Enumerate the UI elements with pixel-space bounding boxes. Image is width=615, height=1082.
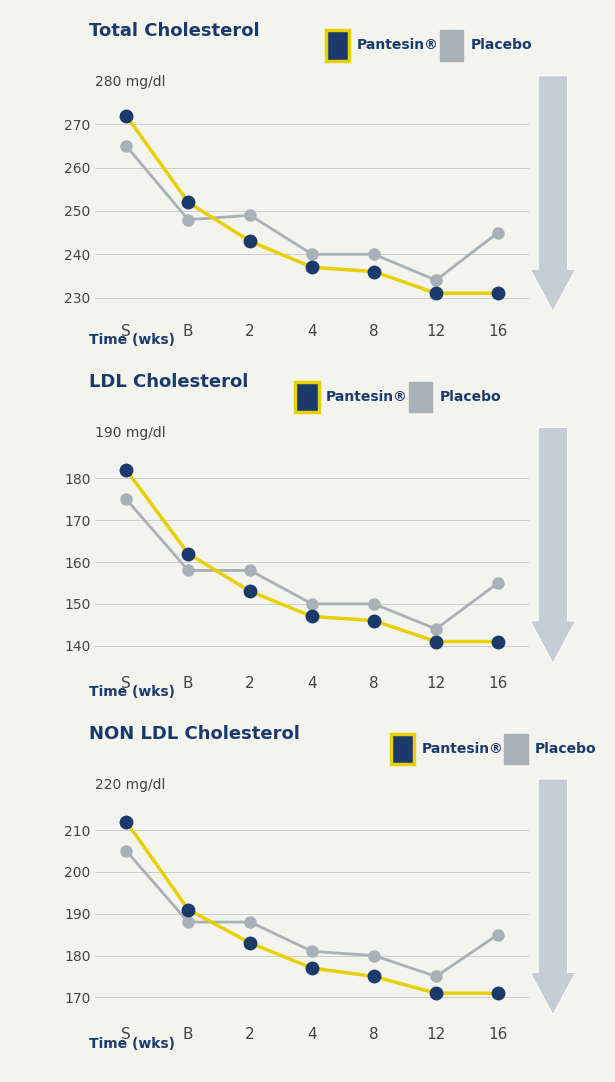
Text: Total Cholesterol: Total Cholesterol [89, 22, 260, 40]
Text: NON LDL Cholesterol: NON LDL Cholesterol [89, 725, 300, 743]
Text: 6% Average Decrease: 6% Average Decrease [551, 115, 561, 251]
Text: Time (wks): Time (wks) [89, 1037, 175, 1051]
Text: Time (wks): Time (wks) [89, 333, 175, 347]
Text: Placebo: Placebo [440, 391, 501, 404]
Text: 190 mg/dl: 190 mg/dl [95, 426, 166, 440]
Text: 7% Average Decrease: 7% Average Decrease [551, 818, 561, 954]
Text: LDL Cholesterol: LDL Cholesterol [89, 373, 248, 392]
Text: Pantesin®: Pantesin® [421, 742, 503, 755]
Text: Placebo: Placebo [470, 39, 532, 52]
Text: Time (wks): Time (wks) [89, 685, 175, 699]
Text: 280 mg/dl: 280 mg/dl [95, 75, 166, 89]
Text: Pantesin®: Pantesin® [326, 391, 408, 404]
Text: 220 mg/dl: 220 mg/dl [95, 778, 165, 792]
Text: 11% Average Decrease: 11% Average Decrease [551, 463, 561, 606]
Text: Placebo: Placebo [535, 742, 597, 755]
Text: Pantesin®: Pantesin® [357, 39, 438, 52]
